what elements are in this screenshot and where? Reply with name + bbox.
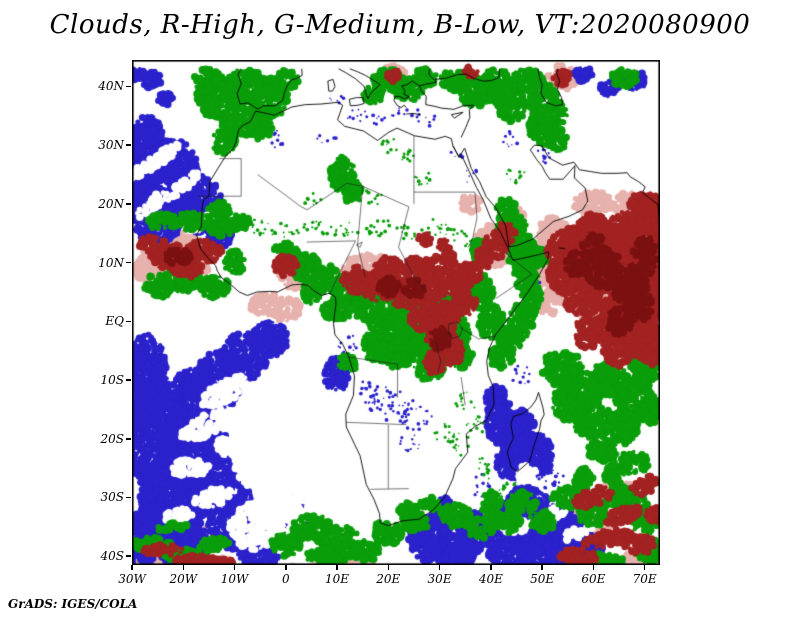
- x-tick-label: 30W: [118, 572, 146, 586]
- y-tick-label: 30N: [98, 138, 124, 153]
- y-tick-label: 40S: [100, 549, 125, 564]
- y-tick: [126, 555, 131, 557]
- chart-title: Clouds, R-High, G-Medium, B-Low, VT:2020…: [49, 10, 751, 40]
- y-tick: [126, 438, 131, 440]
- y-tick: [126, 261, 131, 264]
- x-tick-label: 30E: [427, 572, 452, 586]
- x-tick-label: 20E: [376, 572, 401, 586]
- y-tick-label: 20S: [100, 431, 125, 446]
- x-tick: [387, 565, 390, 570]
- y-tick-label: 30S: [100, 490, 125, 505]
- y-tick: [126, 144, 131, 146]
- x-tick: [285, 565, 287, 570]
- x-tick-label: 70E: [632, 572, 657, 586]
- y-tick: [126, 496, 131, 499]
- y-tick-label: 10N: [98, 255, 124, 270]
- y-tick: [126, 203, 131, 205]
- x-tick-label: 50E: [530, 572, 555, 586]
- x-tick-label: 0: [281, 572, 290, 586]
- x-tick-label: 10E: [325, 572, 350, 586]
- x-tick-label: 40E: [478, 572, 503, 586]
- x-tick: [592, 565, 595, 570]
- y-tick-label: 20N: [98, 196, 124, 211]
- y-tick: [126, 85, 131, 88]
- y-tick: [126, 379, 131, 381]
- x-tick: [490, 565, 492, 570]
- cloud-map-canvas: [132, 60, 660, 565]
- x-tick: [182, 565, 184, 570]
- x-tick: [643, 565, 646, 570]
- x-tick: [438, 565, 441, 570]
- x-tick: [131, 565, 133, 570]
- x-tick: [541, 565, 543, 570]
- x-tick-label: 10W: [220, 572, 249, 586]
- x-tick: [233, 565, 236, 570]
- y-tick-label: 10S: [100, 373, 125, 388]
- y-tick-label: EQ: [105, 314, 124, 329]
- x-tick-label: 60E: [581, 572, 606, 586]
- x-tick-label: 20W: [169, 572, 198, 586]
- y-tick: [126, 320, 131, 323]
- x-tick: [336, 565, 338, 570]
- y-tick-label: 40N: [98, 79, 124, 94]
- grads-credit: GrADS: IGES/COLA: [8, 597, 138, 611]
